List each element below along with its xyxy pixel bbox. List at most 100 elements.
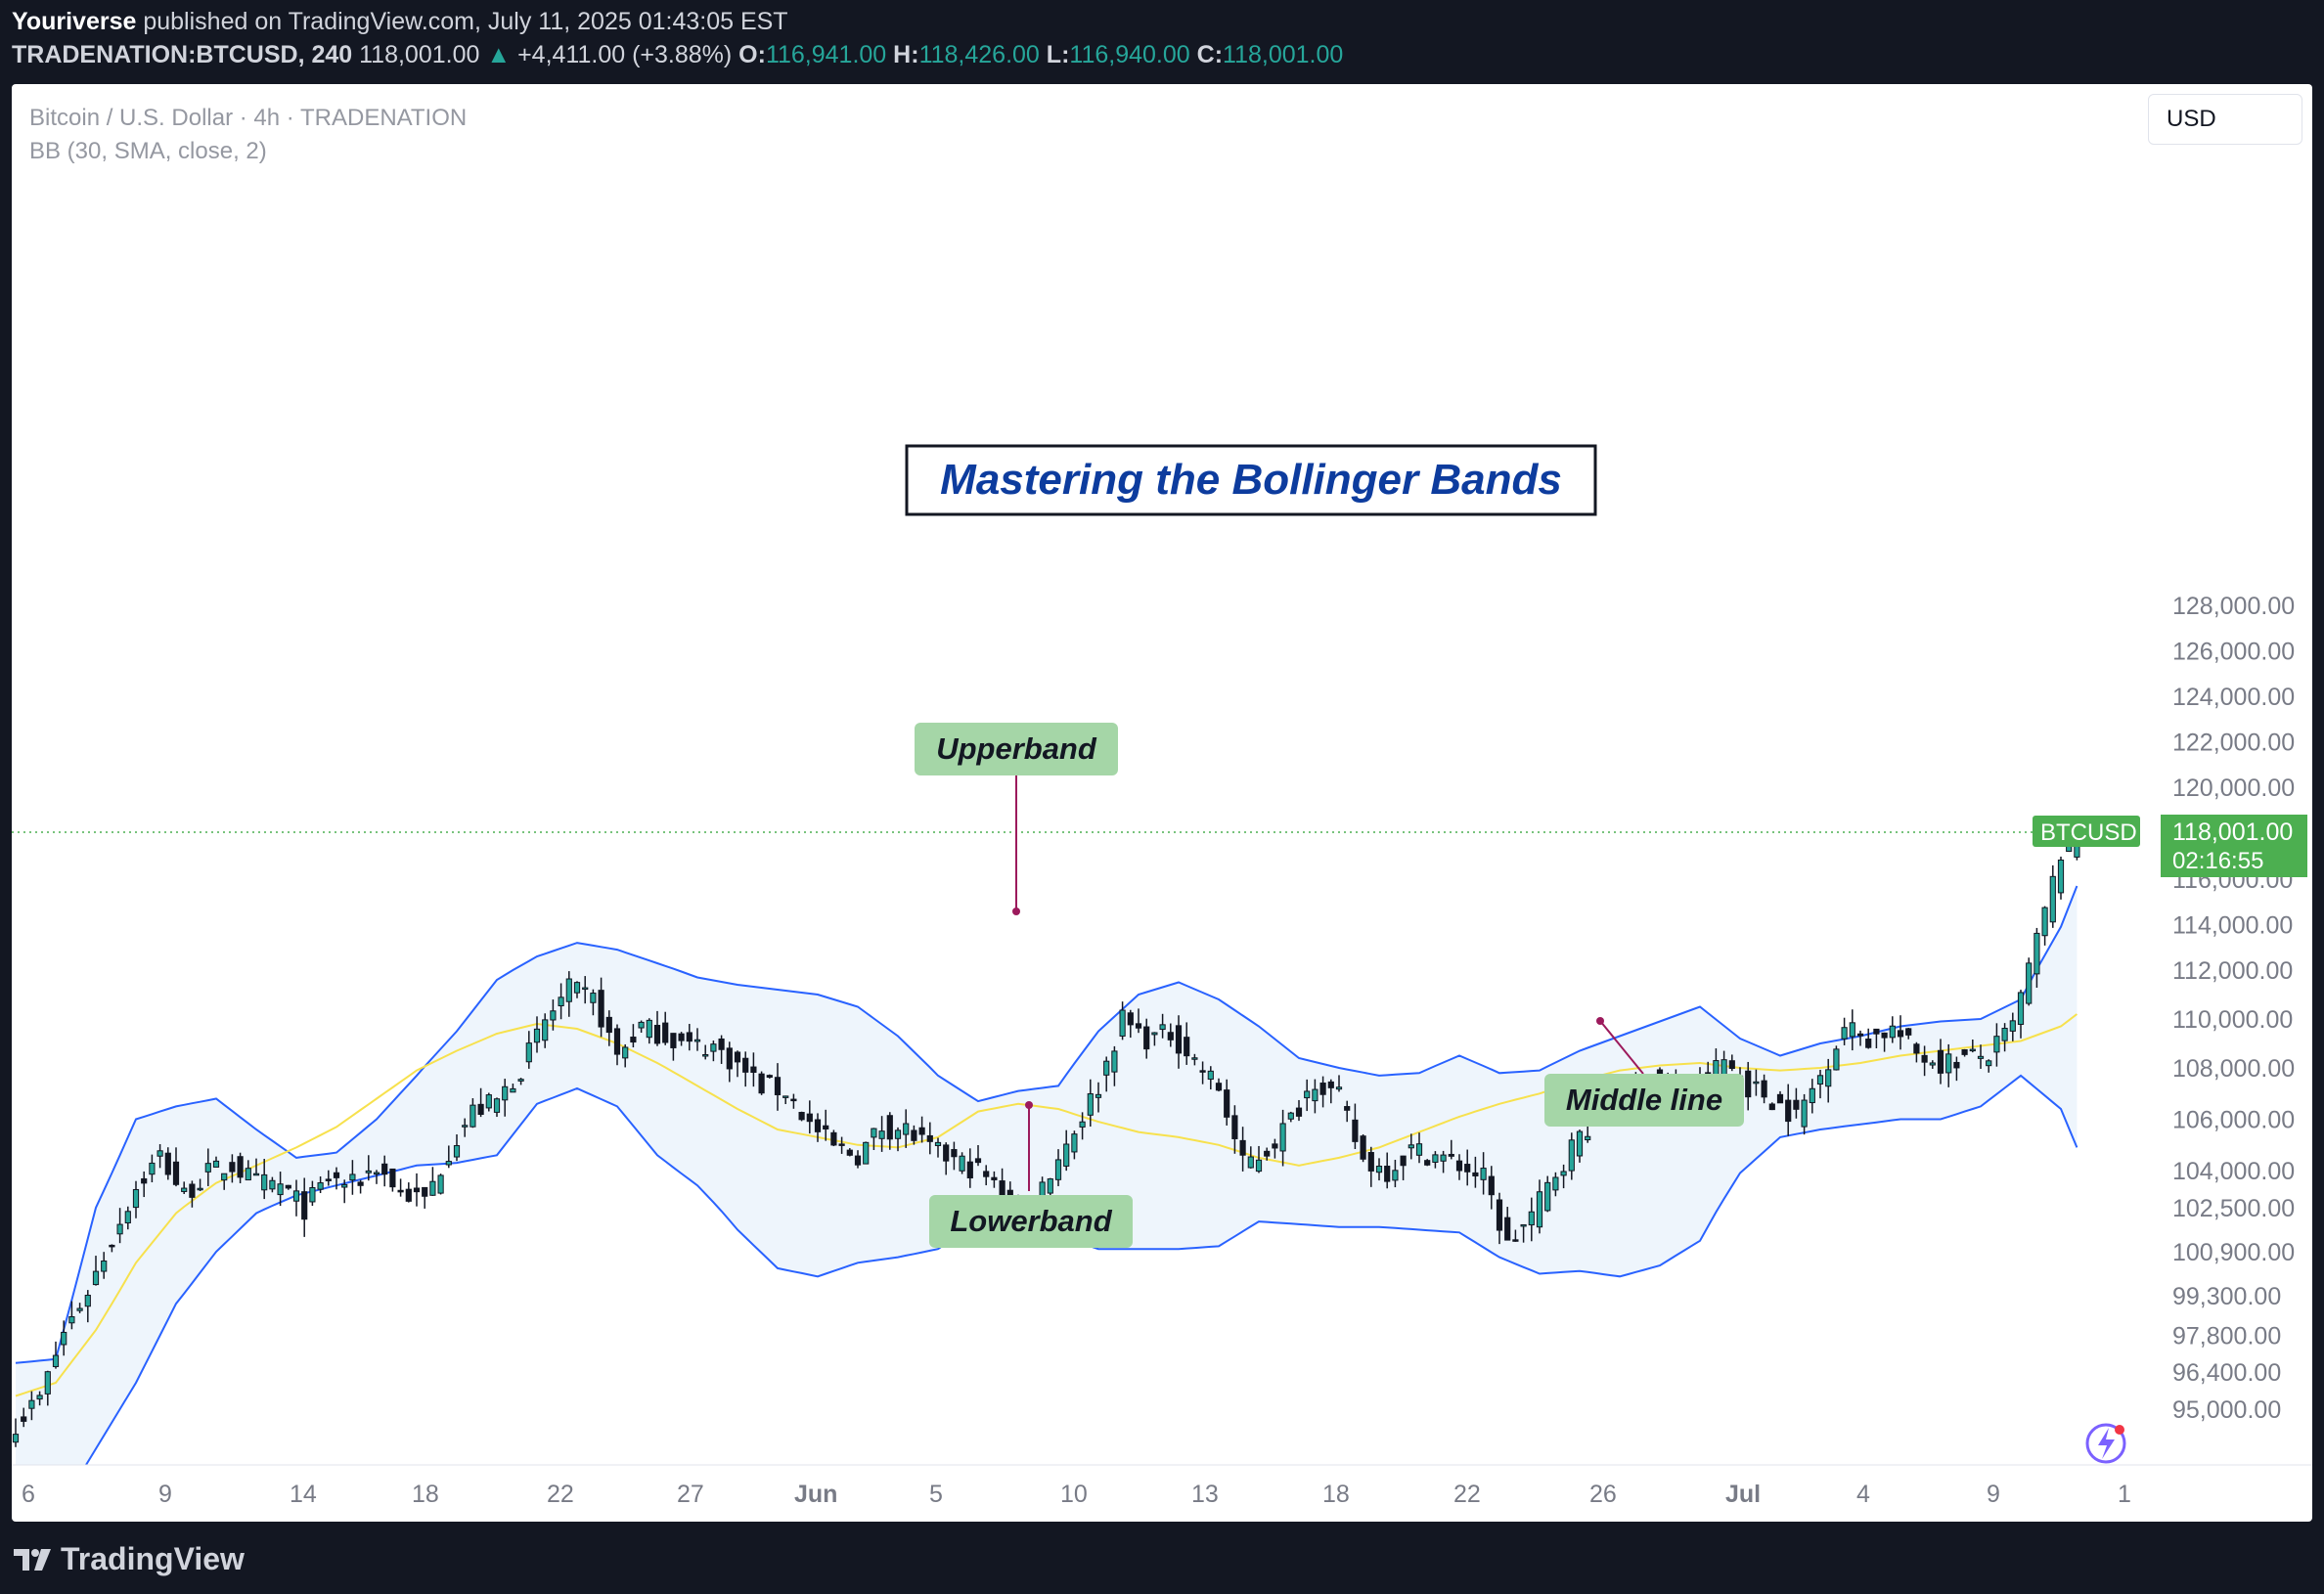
candle <box>894 1127 902 1152</box>
candle <box>317 1175 324 1194</box>
candle-body <box>653 1024 661 1044</box>
candle <box>943 1142 950 1175</box>
candle <box>1352 1103 1359 1150</box>
candle <box>662 1011 669 1045</box>
candle <box>1415 1132 1423 1164</box>
candle-body <box>565 978 572 1002</box>
candle-body <box>790 1098 797 1102</box>
candle-body <box>766 1075 773 1079</box>
candle <box>1231 1105 1238 1154</box>
indicator-title[interactable]: BB (30, SMA, close, 2) <box>29 138 267 164</box>
candle <box>381 1155 388 1187</box>
candle <box>1905 1028 1912 1040</box>
instrument-title[interactable]: Bitcoin / U.S. Dollar · 4h · TRADENATION <box>29 105 468 131</box>
candle-body <box>237 1156 244 1178</box>
candle-body <box>573 982 581 994</box>
candle <box>1816 1069 1824 1099</box>
candle <box>878 1116 885 1152</box>
candle <box>790 1093 797 1109</box>
candle <box>309 1180 316 1207</box>
candle <box>285 1184 291 1190</box>
candle <box>1986 1059 1992 1073</box>
candle-body <box>1424 1160 1431 1166</box>
lightning-bolt <box>2098 1428 2115 1459</box>
candle-body <box>92 1270 100 1286</box>
candle-body <box>181 1187 188 1192</box>
candle <box>1889 1016 1896 1043</box>
currency-button[interactable]: USD <box>2148 94 2302 145</box>
candle <box>132 1180 140 1218</box>
candle <box>292 1179 300 1217</box>
candle <box>197 1178 203 1191</box>
price-tick-label: 97,800.00 <box>2172 1322 2281 1350</box>
price-chart[interactable]: 128,000.00 126,000.00 124,000.00 122,000.00… <box>12 84 2312 1522</box>
candle-body <box>943 1144 950 1162</box>
candle-body <box>1103 1060 1110 1076</box>
candle <box>389 1168 396 1192</box>
candle-body <box>918 1127 925 1135</box>
candle-body <box>1287 1112 1294 1120</box>
candle-body <box>1993 1036 2000 1053</box>
price-tick-label: 114,000.00 <box>2172 912 2293 940</box>
candle-body <box>189 1183 196 1198</box>
candle <box>1897 1015 1904 1050</box>
candle <box>1095 1082 1102 1113</box>
candle-body <box>84 1294 91 1307</box>
candle-body <box>1054 1159 1062 1180</box>
candle-body <box>1977 1055 1985 1059</box>
candle-body <box>502 1085 509 1101</box>
candle-body <box>1585 1135 1591 1141</box>
candle-body <box>1472 1172 1479 1176</box>
candle <box>1312 1079 1318 1114</box>
candle-body <box>1415 1143 1423 1156</box>
candle <box>1127 1009 1134 1039</box>
candle <box>814 1113 822 1142</box>
candle <box>886 1112 893 1150</box>
candle <box>212 1156 220 1168</box>
candle-body <box>1239 1139 1246 1156</box>
upperband-label-box <box>915 723 1118 775</box>
band-fill-area <box>16 886 2078 1465</box>
tradingview-logo[interactable]: TradingView <box>14 1541 245 1577</box>
candle <box>462 1118 469 1137</box>
candle <box>1856 1030 1864 1046</box>
candle-body <box>1455 1160 1463 1172</box>
time-tick-label: 22 <box>547 1481 574 1508</box>
candle <box>1304 1079 1311 1112</box>
candle <box>558 983 564 1020</box>
candle-body <box>1512 1239 1519 1242</box>
candle-body <box>1207 1070 1214 1081</box>
candle-body <box>2026 962 2033 1004</box>
middle-pointer <box>1599 1020 1644 1075</box>
upper-band-line <box>15 885 2078 1364</box>
candle-body <box>814 1119 822 1132</box>
candle-body <box>381 1163 388 1175</box>
candle-body <box>1167 1032 1174 1041</box>
candle-body <box>252 1173 260 1176</box>
candle <box>838 1136 845 1154</box>
candle <box>2001 1023 2008 1052</box>
candle-body <box>1753 1081 1760 1085</box>
candle-body <box>1335 1086 1343 1090</box>
candle-body <box>798 1112 805 1121</box>
candle <box>2026 957 2033 1006</box>
price-change: +4,411.00 (+3.88%) <box>517 41 733 68</box>
candle <box>1745 1061 1752 1111</box>
candle-body <box>1745 1070 1752 1098</box>
candle-body <box>1327 1081 1334 1088</box>
candle-body <box>373 1172 380 1175</box>
candle <box>365 1155 372 1181</box>
author-name[interactable]: Youriverse <box>12 8 137 35</box>
candle <box>1464 1149 1471 1186</box>
candle <box>1191 1053 1198 1066</box>
symbol-name[interactable]: TRADENATION:BTCUSD, 240 <box>12 41 353 68</box>
candle-body <box>1889 1025 1896 1039</box>
candle <box>1335 1075 1343 1092</box>
candle <box>533 1016 541 1053</box>
candle-body <box>2017 992 2025 1025</box>
candle-body <box>710 1043 717 1052</box>
candle <box>2041 906 2048 946</box>
candle <box>349 1160 356 1195</box>
brand-name: TradingView <box>61 1541 245 1576</box>
chart-panel[interactable]: 128,000.00 126,000.00 124,000.00 122,000.00… <box>12 84 2312 1522</box>
